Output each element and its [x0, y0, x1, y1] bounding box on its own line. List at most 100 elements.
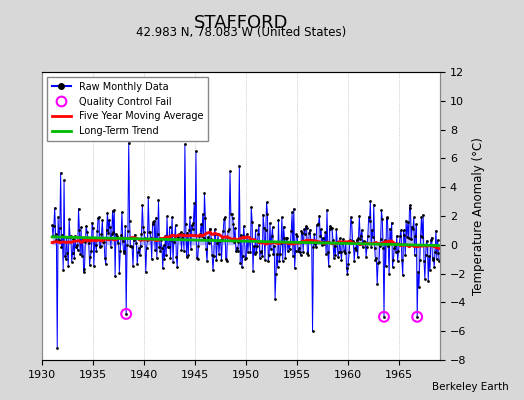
Point — [414, 284, 423, 290]
Point — [294, 248, 302, 255]
Point — [73, 246, 82, 253]
Point — [192, 148, 200, 154]
Point — [392, 249, 400, 256]
Point — [107, 231, 116, 237]
Point — [194, 243, 203, 249]
Point — [203, 258, 211, 264]
Point — [256, 255, 264, 261]
Point — [394, 248, 402, 254]
Point — [122, 311, 130, 317]
Point — [133, 261, 141, 267]
Point — [303, 250, 312, 256]
Point — [220, 216, 228, 223]
Point — [145, 228, 154, 235]
Point — [125, 139, 133, 146]
Point — [417, 214, 425, 220]
Point — [106, 224, 114, 230]
Point — [410, 214, 418, 220]
Point — [224, 228, 233, 234]
Point — [86, 254, 95, 260]
Point — [368, 226, 376, 233]
Point — [309, 244, 318, 250]
Point — [335, 235, 344, 242]
Point — [138, 202, 147, 208]
Point — [353, 236, 361, 243]
Point — [245, 237, 253, 244]
Point — [300, 226, 308, 232]
Point — [365, 218, 374, 224]
Point — [232, 248, 240, 254]
Point — [335, 249, 343, 256]
Point — [362, 254, 370, 260]
Point — [375, 259, 383, 265]
Point — [267, 233, 276, 239]
Point — [352, 247, 360, 253]
Point — [287, 228, 296, 234]
Point — [195, 232, 203, 239]
Point — [231, 225, 239, 231]
Point — [275, 258, 283, 264]
Point — [146, 229, 154, 235]
Point — [121, 222, 129, 229]
Point — [399, 272, 407, 278]
Point — [418, 234, 427, 240]
Point — [64, 262, 72, 269]
Point — [406, 202, 414, 208]
Point — [421, 251, 430, 258]
Point — [171, 222, 180, 228]
Point — [140, 235, 149, 242]
Point — [297, 228, 305, 234]
Point — [221, 214, 229, 220]
Point — [219, 228, 227, 234]
Point — [430, 264, 439, 270]
Point — [248, 219, 256, 225]
Point — [278, 214, 286, 220]
Point — [257, 249, 266, 256]
Point — [51, 230, 60, 237]
Point — [346, 214, 355, 220]
Point — [345, 249, 353, 256]
Point — [222, 256, 230, 262]
Point — [230, 239, 238, 245]
Legend: Raw Monthly Data, Quality Control Fail, Five Year Moving Average, Long-Term Tren: Raw Monthly Data, Quality Control Fail, … — [47, 77, 208, 141]
Point — [341, 250, 349, 257]
Point — [276, 251, 285, 258]
Point — [280, 235, 289, 241]
Point — [174, 231, 183, 237]
Point — [425, 252, 433, 259]
Point — [159, 265, 167, 272]
Point — [294, 245, 303, 252]
Point — [386, 225, 394, 232]
Point — [217, 257, 226, 264]
Point — [272, 271, 280, 277]
Point — [376, 236, 385, 242]
Point — [254, 231, 262, 237]
Point — [137, 230, 146, 237]
Point — [208, 252, 216, 258]
Point — [181, 221, 190, 228]
Point — [313, 221, 322, 227]
Point — [324, 249, 332, 255]
Point — [107, 244, 115, 250]
Point — [369, 234, 377, 240]
Point — [163, 213, 171, 220]
Point — [129, 237, 138, 244]
Point — [283, 234, 291, 241]
Point — [344, 260, 353, 267]
Point — [193, 256, 202, 262]
Point — [290, 206, 298, 212]
Point — [240, 233, 248, 240]
Point — [380, 314, 388, 320]
Point — [57, 170, 65, 176]
Point — [118, 209, 126, 215]
Point — [260, 225, 268, 231]
Point — [88, 220, 96, 226]
Point — [111, 273, 119, 280]
Point — [321, 229, 330, 236]
Point — [207, 236, 215, 242]
Point — [357, 232, 365, 239]
Point — [400, 232, 409, 238]
Point — [166, 224, 174, 230]
Point — [317, 226, 325, 232]
Point — [152, 214, 160, 221]
